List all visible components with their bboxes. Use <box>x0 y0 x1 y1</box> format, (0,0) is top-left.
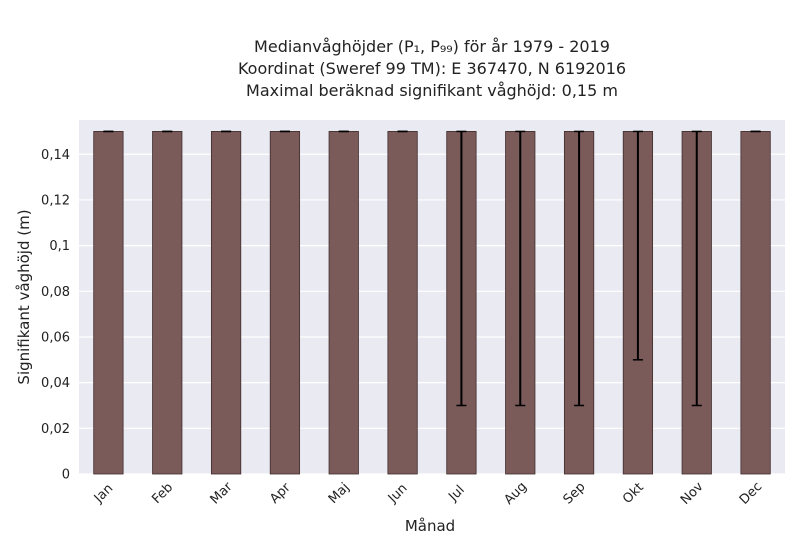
bar-jun <box>387 131 418 475</box>
bar-jan <box>93 131 124 475</box>
x-tick-label: Feb <box>149 480 176 507</box>
error-bar-sep <box>574 130 585 407</box>
error-bar-jul <box>456 130 467 407</box>
y-tick-label: 0 <box>62 468 70 483</box>
y-tick-label: 0,12 <box>41 193 70 208</box>
y-axis-label: Signifikant våghöjd (m) <box>15 209 33 384</box>
error-bar-okt <box>632 130 643 361</box>
x-tick-label: Okt <box>620 480 647 507</box>
x-tick-label: Sep <box>561 480 589 508</box>
x-tick-label: Aug <box>501 479 530 508</box>
chart-title-line-3: Maximal beräknad signifikant våghöjd: 0,… <box>246 81 618 100</box>
x-axis-ticks: Jan Feb Mar Apr Maj Jun Jul Aug Sep Okt Nov Dec <box>91 479 765 508</box>
error-bar-aug <box>515 130 526 407</box>
x-tick-label: Dec <box>737 479 765 507</box>
chart-title-line-1: Medianvåghöjder (P₁, P₉₉) för år 1979 - … <box>254 37 610 56</box>
x-tick-label: Mar <box>208 479 236 507</box>
bar-series <box>93 131 771 475</box>
y-tick-label: 0,14 <box>41 148 70 163</box>
x-tick-label: Jan <box>91 481 116 506</box>
y-tick-label: 0,02 <box>41 422 70 437</box>
chart-title-line-2: Koordinat (Sweref 99 TM): E 367470, N 61… <box>238 59 626 78</box>
bar-apr <box>269 131 301 475</box>
chart-title: Medianvåghöjder (P₁, P₉₉) för år 1979 - … <box>238 37 626 100</box>
y-tick-label: 0,06 <box>41 330 70 345</box>
y-tick-label: 0,08 <box>41 285 70 300</box>
bar-feb <box>152 131 183 475</box>
y-axis-ticks: 0 0,02 0,04 0,06 0,08 0,1 0,12 0,14 <box>41 148 70 483</box>
y-gridlines <box>79 153 785 475</box>
error-bar-nov <box>691 130 702 407</box>
error-bars <box>103 130 761 407</box>
x-tick-label: Nov <box>678 479 707 508</box>
x-tick-label: Maj <box>326 480 353 507</box>
y-tick-label: 0,04 <box>41 376 70 391</box>
x-axis-label: Månad <box>405 517 455 535</box>
y-tick-label: 0,1 <box>49 239 70 254</box>
x-tick-label: Jul <box>445 483 467 505</box>
x-tick-label: Apr <box>267 480 294 507</box>
plot-area <box>79 120 785 474</box>
bar-dec <box>740 131 771 475</box>
bar-maj <box>328 131 359 475</box>
bar-mar <box>210 131 242 475</box>
x-tick-label: Jun <box>385 481 411 507</box>
